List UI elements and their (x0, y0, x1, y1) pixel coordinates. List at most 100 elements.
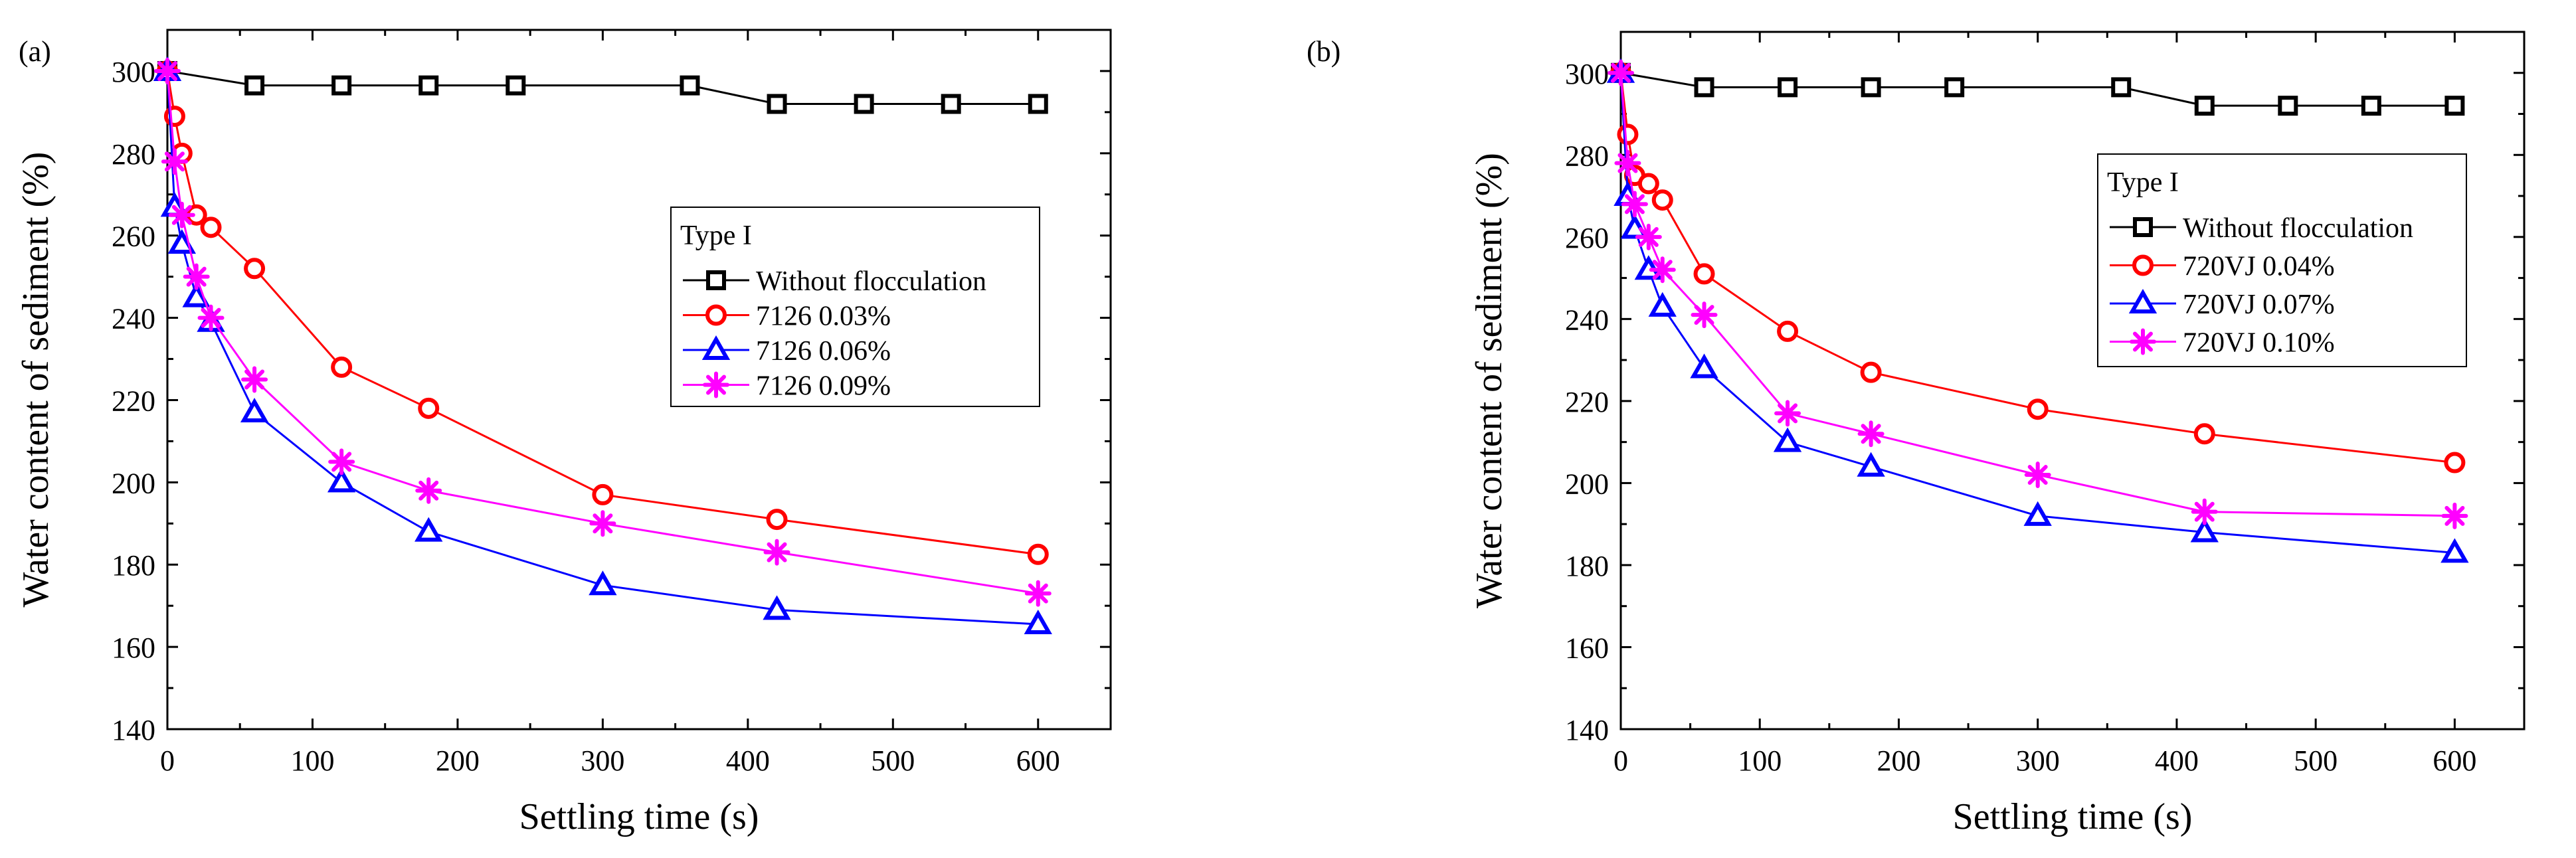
legend-marker (701, 335, 731, 360)
data-point (941, 94, 961, 114)
x-axis-label: Settling time (s) (519, 796, 759, 837)
x-tick-label: 0 (160, 744, 175, 777)
data-point (1608, 59, 1634, 86)
series-3 (154, 57, 1052, 607)
data-point (327, 468, 356, 493)
series-line (167, 70, 1038, 105)
x-tick-label: 600 (1016, 744, 1060, 777)
data-point (167, 229, 197, 254)
data-point (1651, 189, 1673, 211)
data-point (2444, 452, 2466, 473)
legend-marker (2128, 288, 2158, 313)
data-point (1635, 223, 1662, 250)
data-point (1621, 191, 1648, 218)
y-axis-label: Water content of sediment (%) (1469, 153, 1510, 608)
data-point (240, 398, 269, 423)
legend-box (670, 207, 1040, 407)
data-point (1857, 452, 1885, 477)
data-point (1857, 420, 1885, 448)
legend-box (2097, 153, 2467, 367)
data-point (244, 258, 266, 280)
data-point (414, 517, 443, 542)
y-tick-label: 240 (112, 303, 155, 335)
legend-marker (2130, 328, 2156, 355)
legend-entry: 720VJ 0.10% (2183, 328, 2335, 359)
legend-marker (2133, 217, 2153, 237)
data-point (418, 397, 440, 419)
data-point (766, 509, 788, 531)
data-point (161, 148, 188, 175)
x-tick-label: 400 (726, 744, 770, 777)
data-point (1777, 320, 1799, 342)
x-tick-label: 600 (2433, 744, 2476, 777)
x-tick-label: 200 (436, 744, 480, 777)
data-point (418, 75, 439, 96)
series-line (1620, 72, 2455, 107)
panel-label: (b) (1307, 35, 1340, 68)
data-point (1778, 77, 1798, 98)
chart-panel-a: 140 160 180 200 220 240 260 280 300 0 100 200 300 400… (15, 29, 1112, 837)
data-point (589, 510, 616, 537)
x-tick-label: 200 (1877, 744, 1920, 777)
legend-title: Type I (680, 220, 752, 251)
y-tick-label: 220 (112, 385, 155, 417)
data-point (2441, 502, 2468, 529)
y-tick-label: 160 (1565, 632, 1609, 664)
data-point (1024, 580, 1052, 607)
data-point (415, 477, 442, 504)
data-point (2278, 96, 2298, 116)
legend-entry: 7126 0.03% (756, 301, 891, 332)
series-0 (1611, 62, 2465, 116)
x-tick-label: 300 (2016, 744, 2060, 777)
legend-entry: 7126 0.06% (756, 336, 891, 367)
x-tick-label: 500 (871, 744, 915, 777)
y-tick-label: 160 (112, 632, 155, 664)
data-point (1617, 124, 1639, 145)
data-point (154, 57, 181, 84)
data-point (2024, 462, 2051, 489)
data-point (197, 304, 225, 331)
y-tick-label: 260 (112, 220, 155, 253)
y-tick-label: 280 (112, 138, 155, 171)
data-point (331, 75, 352, 96)
data-point (2193, 423, 2215, 445)
data-point (182, 282, 211, 307)
data-point (1691, 301, 1718, 329)
data-point (244, 75, 265, 96)
panel-label: (a) (19, 35, 51, 68)
data-point (589, 570, 617, 596)
x-tick-label: 400 (2155, 744, 2199, 777)
legend-entry: 7126 0.09% (756, 371, 891, 402)
y-tick-label: 280 (1565, 139, 1609, 172)
data-point (2023, 501, 2052, 526)
data-point (2361, 96, 2381, 116)
y-tick-label: 300 (112, 56, 155, 88)
x-axis-label: Settling time (s) (1953, 796, 2193, 837)
data-point (1690, 353, 1718, 379)
series-3 (1608, 59, 2468, 529)
data-point (200, 216, 222, 238)
chart-panel-b: 140 160 180 200 220 240 260 280 300 0 100 200 300 400… (1288, 0, 2576, 858)
x-tick-label: 100 (290, 744, 334, 777)
legend-entry: 720VJ 0.07% (2183, 290, 2335, 320)
x-tick-label: 100 (1738, 744, 1782, 777)
y-tick-label: 300 (1565, 58, 1609, 90)
data-point (2194, 96, 2215, 116)
data-point (680, 75, 700, 96)
data-point (1028, 94, 1048, 114)
legend-entry: Without flocculation (2183, 213, 2413, 244)
data-point (1024, 610, 1052, 635)
data-point (767, 94, 787, 114)
data-point (2190, 517, 2219, 543)
data-point (854, 94, 874, 114)
legend-title: Type I (2107, 167, 2179, 198)
data-point (2111, 77, 2132, 98)
data-point (1649, 256, 1676, 284)
legend-marker (703, 371, 729, 398)
y-axis-label: Water content of sediment (%) (15, 152, 56, 608)
data-point (2440, 538, 2469, 563)
plot-frame (1619, 31, 2526, 730)
y-tick-label: 200 (1565, 468, 1609, 500)
x-tick-label: 0 (1613, 744, 1628, 777)
